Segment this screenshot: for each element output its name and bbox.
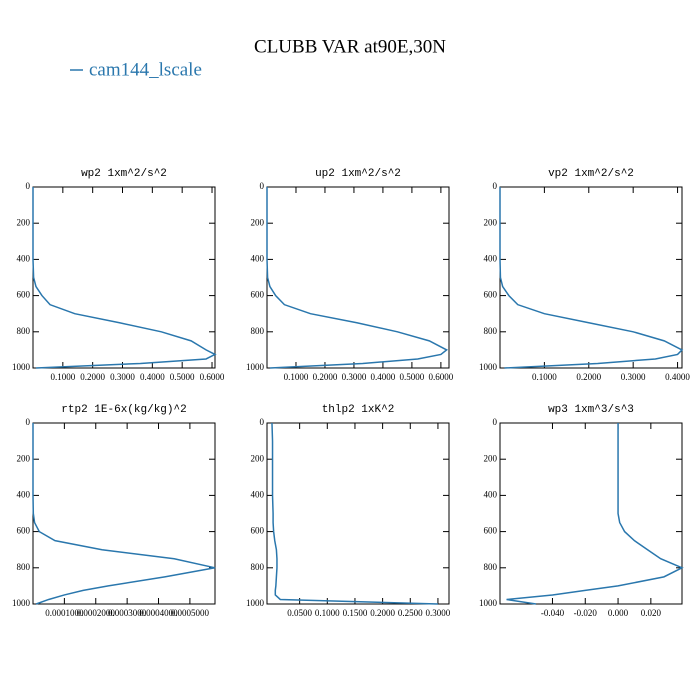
- x-tick-label: 0.5000: [170, 372, 195, 382]
- y-tick-label: 800: [484, 562, 498, 572]
- x-tick-label: 0.0003000: [108, 608, 147, 618]
- y-tick-label: 1000: [246, 598, 265, 608]
- x-tick-label: 0.3000: [110, 372, 135, 382]
- x-tick-label: 0.0004000: [139, 608, 178, 618]
- y-tick-label: 1000: [479, 362, 498, 372]
- panel-title: wp3 1xm^3/s^3: [548, 404, 634, 416]
- x-tick-label: 0.0005000: [171, 608, 210, 618]
- y-tick-label: 600: [251, 290, 265, 300]
- x-tick-label: 0.3000: [426, 608, 451, 618]
- series-line: [266, 187, 449, 369]
- series-line: [271, 422, 438, 605]
- panel-title: thlp2 1xK^2: [322, 404, 395, 416]
- plot-frame: [499, 186, 683, 369]
- x-tick-label: 0.3000: [621, 372, 646, 382]
- y-tick-label: 600: [484, 526, 498, 536]
- plot-frame: [499, 422, 683, 605]
- series-line: [32, 187, 217, 369]
- plot-frame: [266, 422, 450, 605]
- y-tick-label: 0: [493, 181, 498, 191]
- y-tick-label: 1000: [12, 598, 31, 608]
- x-tick-label: 0.4000: [371, 372, 396, 382]
- y-tick-label: 800: [251, 562, 265, 572]
- x-tick-label: 0.6000: [200, 372, 225, 382]
- panel-title: wp2 1xm^2/s^2: [81, 168, 167, 180]
- x-tick-label: 0.1000: [532, 372, 557, 382]
- y-tick-label: 400: [484, 253, 498, 263]
- x-tick-label: 0.1000: [315, 608, 340, 618]
- y-tick-label: 200: [484, 453, 498, 463]
- x-tick-label: 0.5000: [400, 372, 425, 382]
- plot-frame: [266, 186, 450, 369]
- figure-title: CLUBB VAR at90E,30N: [254, 36, 446, 57]
- y-tick-label: 600: [251, 526, 265, 536]
- y-tick-label: 400: [251, 489, 265, 499]
- y-tick-label: 800: [484, 326, 498, 336]
- y-tick-label: 0: [26, 181, 31, 191]
- x-tick-label: 0.2000: [370, 608, 395, 618]
- x-tick-label: 0.4000: [665, 372, 690, 382]
- plot-frame: [32, 422, 216, 605]
- x-tick-label: 0.0001000: [45, 608, 84, 618]
- x-tick-label: 0.2000: [313, 372, 338, 382]
- x-tick-label: 0.000: [608, 608, 629, 618]
- x-tick-label: 0.4000: [140, 372, 165, 382]
- y-tick-label: 400: [484, 489, 498, 499]
- panel-title: rtp2 1E-6x(kg/kg)^2: [61, 404, 186, 416]
- y-tick-label: 200: [17, 453, 31, 463]
- y-tick-label: 1000: [479, 598, 498, 608]
- x-tick-label: -0.040: [541, 608, 565, 618]
- y-tick-label: 200: [484, 217, 498, 227]
- y-tick-label: 0: [493, 417, 498, 427]
- y-tick-label: 800: [251, 326, 265, 336]
- y-tick-label: 600: [17, 290, 31, 300]
- y-tick-label: 200: [251, 217, 265, 227]
- y-tick-label: 800: [17, 562, 31, 572]
- series-line: [506, 423, 684, 605]
- x-tick-label: 0.0002000: [77, 608, 116, 618]
- y-tick-label: 400: [17, 489, 31, 499]
- y-tick-label: 0: [260, 181, 265, 191]
- x-tick-label: 0.0500: [287, 608, 312, 618]
- y-tick-label: 200: [251, 453, 265, 463]
- x-tick-label: 0.020: [641, 608, 662, 618]
- y-tick-label: 400: [17, 253, 31, 263]
- y-tick-label: 800: [17, 326, 31, 336]
- x-tick-label: 0.1000: [284, 372, 309, 382]
- x-tick-label: 0.2000: [80, 372, 105, 382]
- y-tick-label: 1000: [12, 362, 31, 372]
- legend-label: cam144_lscale: [89, 59, 202, 80]
- panel-title: up2 1xm^2/s^2: [315, 168, 401, 180]
- series-line: [32, 423, 216, 605]
- x-tick-label: 0.3000: [342, 372, 367, 382]
- panel-title: vp2 1xm^2/s^2: [548, 168, 634, 180]
- y-tick-label: 600: [17, 526, 31, 536]
- plot-frame: [32, 186, 216, 369]
- y-tick-label: 0: [26, 417, 31, 427]
- y-tick-label: 0: [260, 417, 265, 427]
- x-tick-label: 0.2500: [398, 608, 423, 618]
- x-tick-label: -0.020: [574, 608, 598, 618]
- series-line: [499, 187, 684, 369]
- x-tick-label: 0.2000: [576, 372, 601, 382]
- y-tick-label: 200: [17, 217, 31, 227]
- x-tick-label: 0.1000: [50, 372, 75, 382]
- y-tick-label: 600: [484, 290, 498, 300]
- y-tick-label: 400: [251, 253, 265, 263]
- x-tick-label: 0.1500: [343, 608, 368, 618]
- x-tick-label: 0.6000: [429, 372, 454, 382]
- y-tick-label: 1000: [246, 362, 265, 372]
